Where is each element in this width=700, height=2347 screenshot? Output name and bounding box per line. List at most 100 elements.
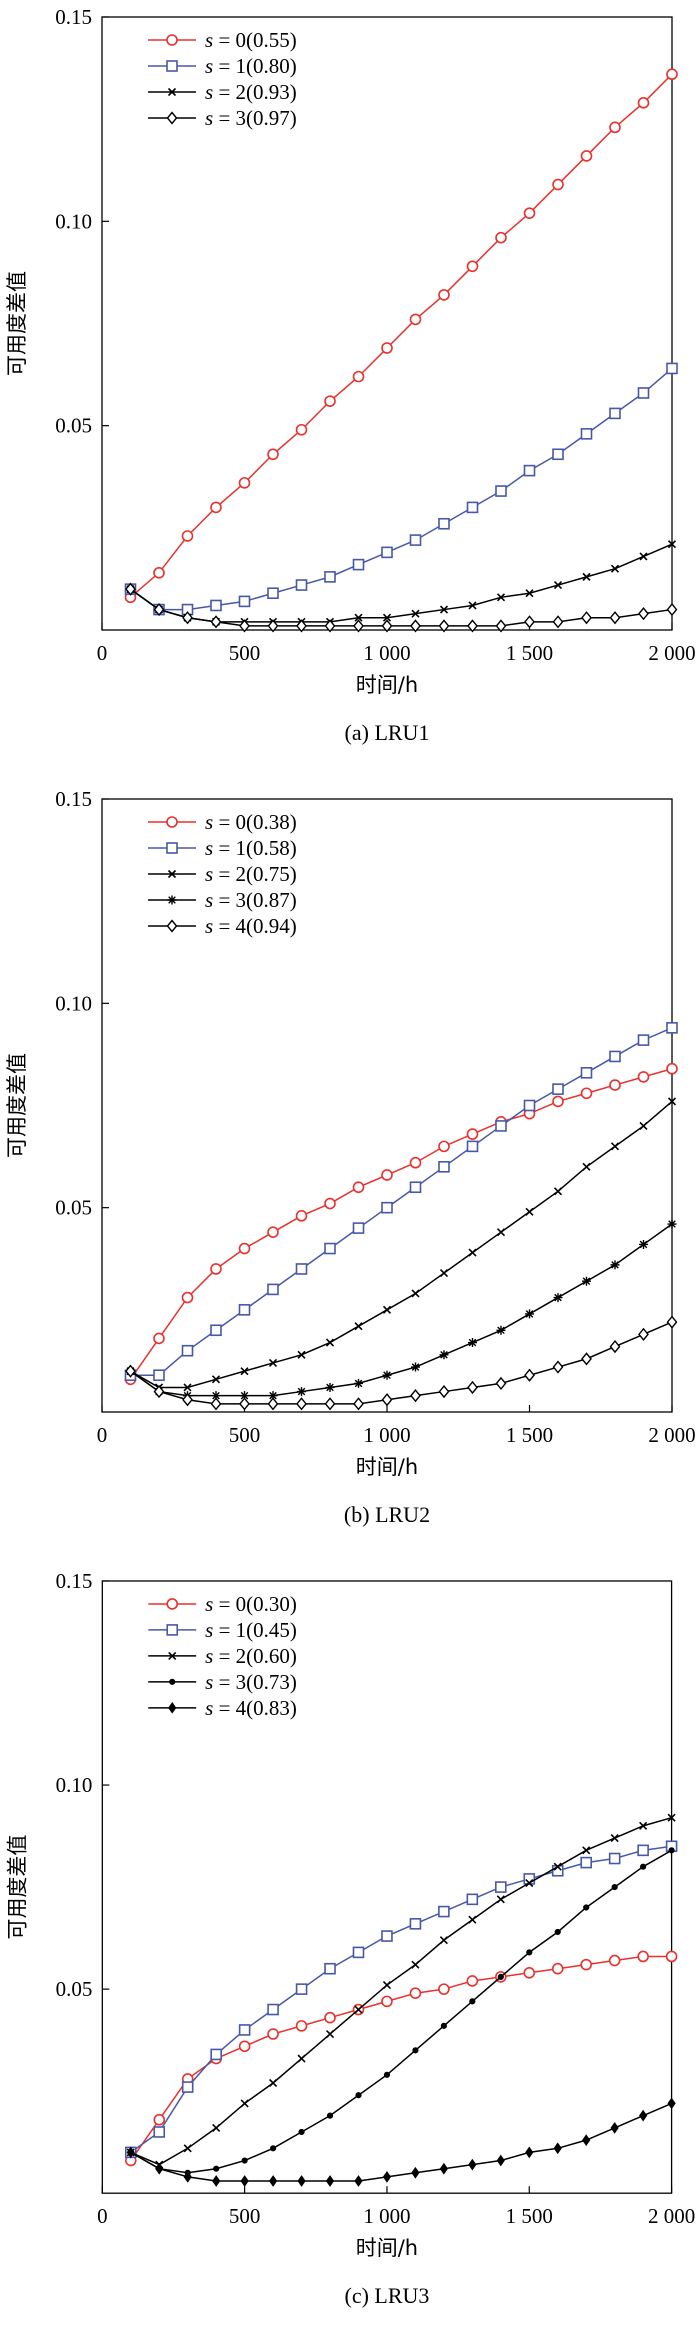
legend-rest: = 0(0.38): [213, 810, 297, 834]
data-point: [438, 1384, 450, 1399]
data-point: [610, 1260, 620, 1270]
series-3: [125, 582, 678, 633]
legend-var: s: [205, 106, 213, 130]
x-axis-label: 时间/h: [356, 1455, 418, 1479]
legend-label: s = 2(0.93): [205, 80, 297, 104]
data-point: [580, 1067, 593, 1079]
series-1: [124, 1022, 678, 1382]
series-line: [130, 1100, 673, 1389]
data-point: [295, 1210, 308, 1222]
data-point: [297, 1387, 306, 1397]
data-point: [580, 1958, 592, 1971]
data-point: [439, 1268, 449, 1278]
y-tick-label: 0.10: [56, 1773, 93, 1797]
series-line: [130, 1845, 672, 2153]
data-point: [382, 2171, 392, 2183]
legend-label: s = 3(0.97): [205, 106, 297, 130]
data-point: [496, 2154, 505, 2167]
data-point: [467, 619, 478, 633]
data-point: [354, 613, 363, 622]
data-point: [467, 1380, 478, 1395]
data-point: [609, 1050, 621, 1063]
x-tick-label: 0: [97, 2204, 107, 2228]
data-point: [553, 580, 563, 590]
legend-var: s: [205, 54, 213, 78]
y-axis-label: 可用度差值: [5, 1835, 29, 1940]
data-point: [496, 1895, 505, 1904]
data-point: [583, 1904, 590, 1911]
legend-var: s: [205, 1670, 213, 1694]
legend-label: s = 3(0.87): [205, 888, 297, 912]
data-point: [495, 231, 507, 244]
data-point: [240, 2175, 249, 2187]
data-point: [609, 611, 621, 625]
data-point: [381, 1169, 393, 1181]
data-point: [609, 1079, 621, 1091]
data-point: [354, 1378, 363, 1388]
data-point: [382, 1980, 392, 1990]
legend-rest: = 1(0.58): [213, 836, 297, 860]
legend-marker: [167, 869, 177, 879]
y-tick-label: 0.10: [55, 991, 92, 1015]
data-point: [439, 1350, 449, 1360]
data-point: [524, 615, 535, 629]
data-point: [409, 1918, 422, 1930]
x-tick-label: 500: [229, 1423, 261, 1447]
data-point: [382, 1305, 392, 1314]
data-point: [153, 2113, 166, 2126]
data-point: [468, 1915, 477, 1924]
data-point: [298, 2128, 305, 2136]
legend-rest: = 0(0.30): [213, 1592, 296, 1616]
data-point: [409, 1156, 422, 1169]
data-point: [210, 501, 222, 514]
data-point: [210, 2048, 222, 2061]
data-point: [667, 540, 677, 549]
data-point: [637, 1950, 649, 1963]
data-point: [667, 1097, 677, 1106]
x-tick-label: 500: [229, 641, 261, 665]
data-point: [238, 477, 251, 489]
data-point: [638, 607, 649, 621]
series-1: [124, 362, 678, 616]
series-2: [126, 540, 677, 626]
data-point: [666, 1062, 678, 1075]
data-point: [324, 1397, 336, 1411]
data-point: [639, 2109, 648, 2122]
data-point: [182, 611, 193, 625]
data-point: [409, 1987, 422, 1999]
data-point: [610, 1142, 620, 1151]
data-point: [267, 1283, 279, 1296]
data-point: [551, 1962, 564, 1975]
data-point: [324, 619, 336, 633]
data-point: [411, 609, 420, 618]
legend-var: s: [205, 1644, 213, 1668]
data-point: [153, 566, 165, 579]
data-point: [466, 1140, 479, 1153]
data-point: [666, 1022, 678, 1034]
data-point: [267, 587, 279, 600]
data-point: [640, 1863, 647, 1870]
data-point: [296, 1397, 307, 1411]
data-point: [440, 2022, 447, 2029]
y-axis-label: 可用度差值: [5, 1053, 29, 1158]
data-point: [353, 619, 364, 633]
legend-rest: = 3(0.73): [213, 1670, 296, 1694]
legend-var: s: [205, 862, 213, 886]
x-tick-label: 1 000: [363, 641, 410, 665]
data-point: [639, 1121, 648, 1130]
series-line: [130, 1223, 673, 1397]
data-point: [153, 1332, 165, 1345]
legend-rest: = 1(0.80): [213, 54, 297, 78]
legend-marker: [166, 34, 178, 46]
data-point: [183, 2171, 192, 2183]
data-point: [297, 2175, 306, 2187]
data-point: [523, 207, 536, 219]
y-axis-label: 可用度差值: [5, 271, 29, 376]
data-point: [495, 485, 507, 497]
legend-label: s = 0(0.30): [205, 1592, 297, 1616]
data-point: [241, 2157, 248, 2164]
legend-rest: = 3(0.87): [213, 888, 297, 912]
legend: s = 0(0.55)s = 1(0.80)s = 2(0.93)s = 3(0…: [148, 28, 297, 130]
legend-marker: [166, 60, 178, 72]
series-2: [126, 1813, 676, 2169]
